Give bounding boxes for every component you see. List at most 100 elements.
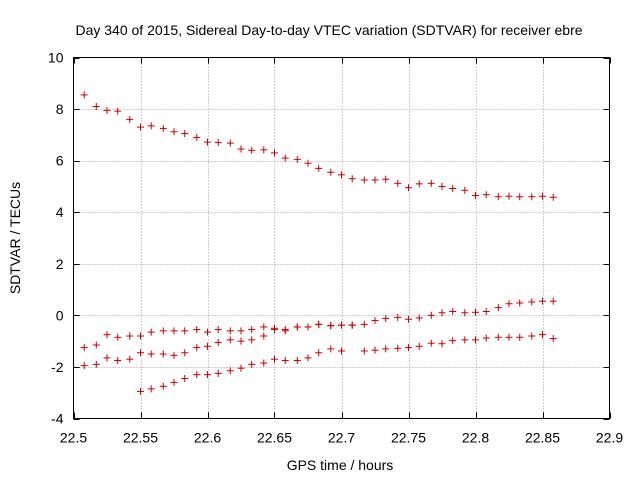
data-point — [271, 326, 278, 334]
data-point — [193, 371, 201, 379]
y-tick-label: 4 — [56, 204, 64, 220]
data-point — [181, 327, 189, 335]
data-point — [137, 332, 144, 340]
data-point — [193, 326, 201, 334]
data-point — [371, 176, 379, 184]
data-point — [92, 102, 100, 110]
data-point — [539, 331, 546, 339]
data-point — [549, 193, 557, 201]
data-point — [449, 184, 457, 192]
data-point — [405, 344, 412, 352]
data-point — [147, 350, 155, 358]
y-axis-label: SDTVAR / TECUs — [7, 182, 23, 294]
y-tick-label: 2 — [56, 256, 64, 272]
data-point — [348, 321, 356, 329]
x-tick-label: 22.85 — [525, 430, 560, 446]
data-point — [80, 344, 88, 352]
data-point — [516, 193, 524, 201]
data-point — [394, 344, 402, 352]
data-point — [260, 323, 268, 331]
data-point — [549, 335, 557, 343]
data-point — [204, 138, 211, 146]
data-point — [260, 359, 268, 367]
data-point — [382, 345, 390, 353]
data-point — [405, 315, 412, 323]
data-point — [549, 297, 557, 305]
data-point — [92, 341, 100, 349]
data-point — [181, 130, 189, 138]
data-point — [427, 179, 435, 187]
data-point — [449, 337, 457, 345]
data-point — [248, 360, 256, 368]
data-point — [371, 317, 379, 325]
data-point — [214, 139, 222, 147]
y-tick-label: 0 — [56, 307, 64, 323]
data-point — [137, 123, 144, 131]
data-point — [505, 300, 513, 308]
data-point — [80, 91, 88, 99]
data-point — [80, 362, 88, 370]
data-point — [260, 332, 268, 340]
data-point — [516, 333, 524, 341]
data-point — [170, 378, 178, 386]
data-point — [505, 333, 513, 341]
data-points — [80, 91, 557, 395]
data-point — [327, 322, 335, 330]
y-tick-label: -4 — [51, 411, 64, 427]
data-point — [494, 193, 502, 201]
data-point — [315, 164, 323, 172]
data-point — [360, 347, 368, 355]
data-point — [281, 154, 289, 162]
x-tick-label: 22.5 — [60, 430, 87, 446]
tick-layer: 22.5 22.55 22.6 22.65 22.7 22.75 22.8 22.85 22.9… — [48, 50, 623, 446]
data-point — [248, 336, 256, 344]
x-axis-label: GPS time / hours — [287, 457, 394, 473]
data-point — [226, 327, 234, 335]
data-point — [304, 354, 312, 362]
data-point — [338, 347, 345, 355]
data-point — [137, 387, 144, 395]
data-point — [114, 333, 122, 341]
data-point — [159, 327, 167, 335]
x-tick-label: 22.65 — [257, 430, 292, 446]
data-point — [204, 328, 211, 336]
data-point — [260, 146, 268, 154]
data-point — [427, 311, 435, 319]
data-point — [214, 338, 222, 346]
data-point — [528, 332, 536, 340]
data-point — [103, 331, 111, 339]
y-tick-label: 10 — [48, 50, 64, 66]
data-point — [505, 192, 513, 200]
data-point — [516, 299, 524, 307]
data-point — [304, 159, 312, 167]
data-point — [338, 171, 345, 179]
data-point — [438, 182, 446, 190]
data-point — [360, 320, 368, 328]
data-point — [528, 193, 536, 201]
data-point — [204, 371, 211, 379]
data-point — [126, 355, 134, 363]
data-point — [461, 309, 469, 317]
data-point — [360, 176, 368, 184]
data-point — [226, 336, 234, 344]
data-point — [147, 328, 155, 336]
data-point — [159, 350, 167, 358]
data-point — [103, 106, 111, 114]
data-point — [204, 342, 211, 350]
data-point — [315, 320, 323, 328]
x-tick-label: 22.9 — [596, 430, 623, 446]
data-point — [159, 124, 167, 132]
data-point — [181, 349, 189, 357]
data-point — [482, 334, 490, 342]
data-point — [237, 327, 245, 335]
data-point — [248, 146, 256, 154]
data-point — [348, 175, 356, 183]
data-point — [539, 297, 546, 305]
y-tick-label: -2 — [51, 359, 64, 375]
data-point — [293, 356, 301, 364]
y-tick-label: 8 — [56, 101, 64, 117]
data-point — [271, 355, 278, 363]
data-point — [147, 122, 155, 130]
data-point — [214, 326, 222, 334]
